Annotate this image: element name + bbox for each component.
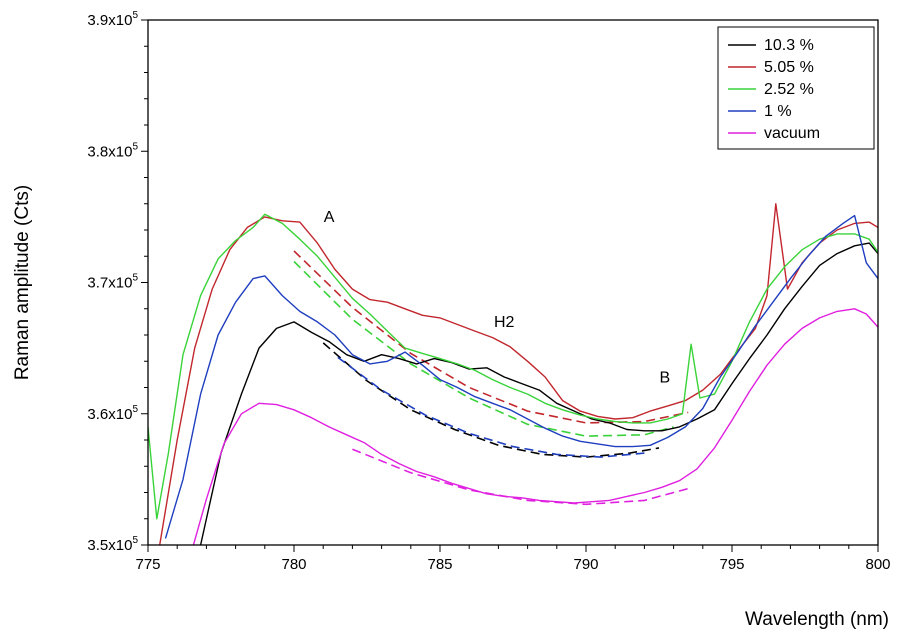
fit-curve (322, 342, 660, 458)
x-axis-title: Wavelength (nm) (745, 609, 889, 630)
annotations: A H2 B (324, 209, 670, 386)
y-axis-title: Raman amplitude (Cts) (12, 185, 33, 380)
legend-box (717, 26, 875, 150)
x-tick-label: 780 (281, 556, 306, 573)
series-line (199, 242, 878, 545)
fit-curve (352, 448, 689, 506)
x-tick-label: 775 (135, 556, 160, 573)
y-tick-label: 3.6x105 (87, 404, 138, 423)
legend-label: 2.52 % (764, 81, 814, 98)
legend-label: 1 % (764, 103, 792, 120)
series-line (164, 214, 878, 539)
series-line (192, 308, 878, 545)
y-tick-label: 3.7x105 (87, 273, 138, 292)
fit-curve (293, 250, 689, 424)
fit-curves (293, 250, 689, 506)
x-tick-label: 795 (719, 556, 744, 573)
y-axis-ticks: 3.5x105 3.6x105 3.7x105 3.8x105 3.9x105 (87, 10, 148, 554)
plot-frame (147, 19, 879, 546)
data-series (148, 203, 878, 545)
legend-label: 10.3 % (764, 37, 814, 54)
y-tick-label: 3.9x105 (87, 10, 138, 29)
legend-label: 5.05 % (764, 59, 814, 76)
annotation-label: H2 (494, 314, 515, 331)
legend: 10.3 % 5.05 % 2.52 % 1 % vacuum (717, 26, 875, 150)
legend-label: vacuum (764, 125, 820, 142)
annotation-label: B (660, 369, 671, 386)
y-tick-label: 3.5x105 (87, 535, 138, 554)
x-tick-label: 790 (573, 556, 598, 573)
fit-curve (337, 356, 645, 458)
series-line (159, 203, 878, 545)
y-tick-label: 3.8x105 (87, 141, 138, 160)
series-line (148, 213, 878, 520)
fit-curve (293, 260, 674, 437)
x-axis-ticks: 775 780 785 790 795 800 (135, 545, 891, 573)
x-tick-label: 800 (865, 556, 890, 573)
x-tick-label: 785 (427, 556, 452, 573)
annotation-label: A (324, 209, 335, 226)
